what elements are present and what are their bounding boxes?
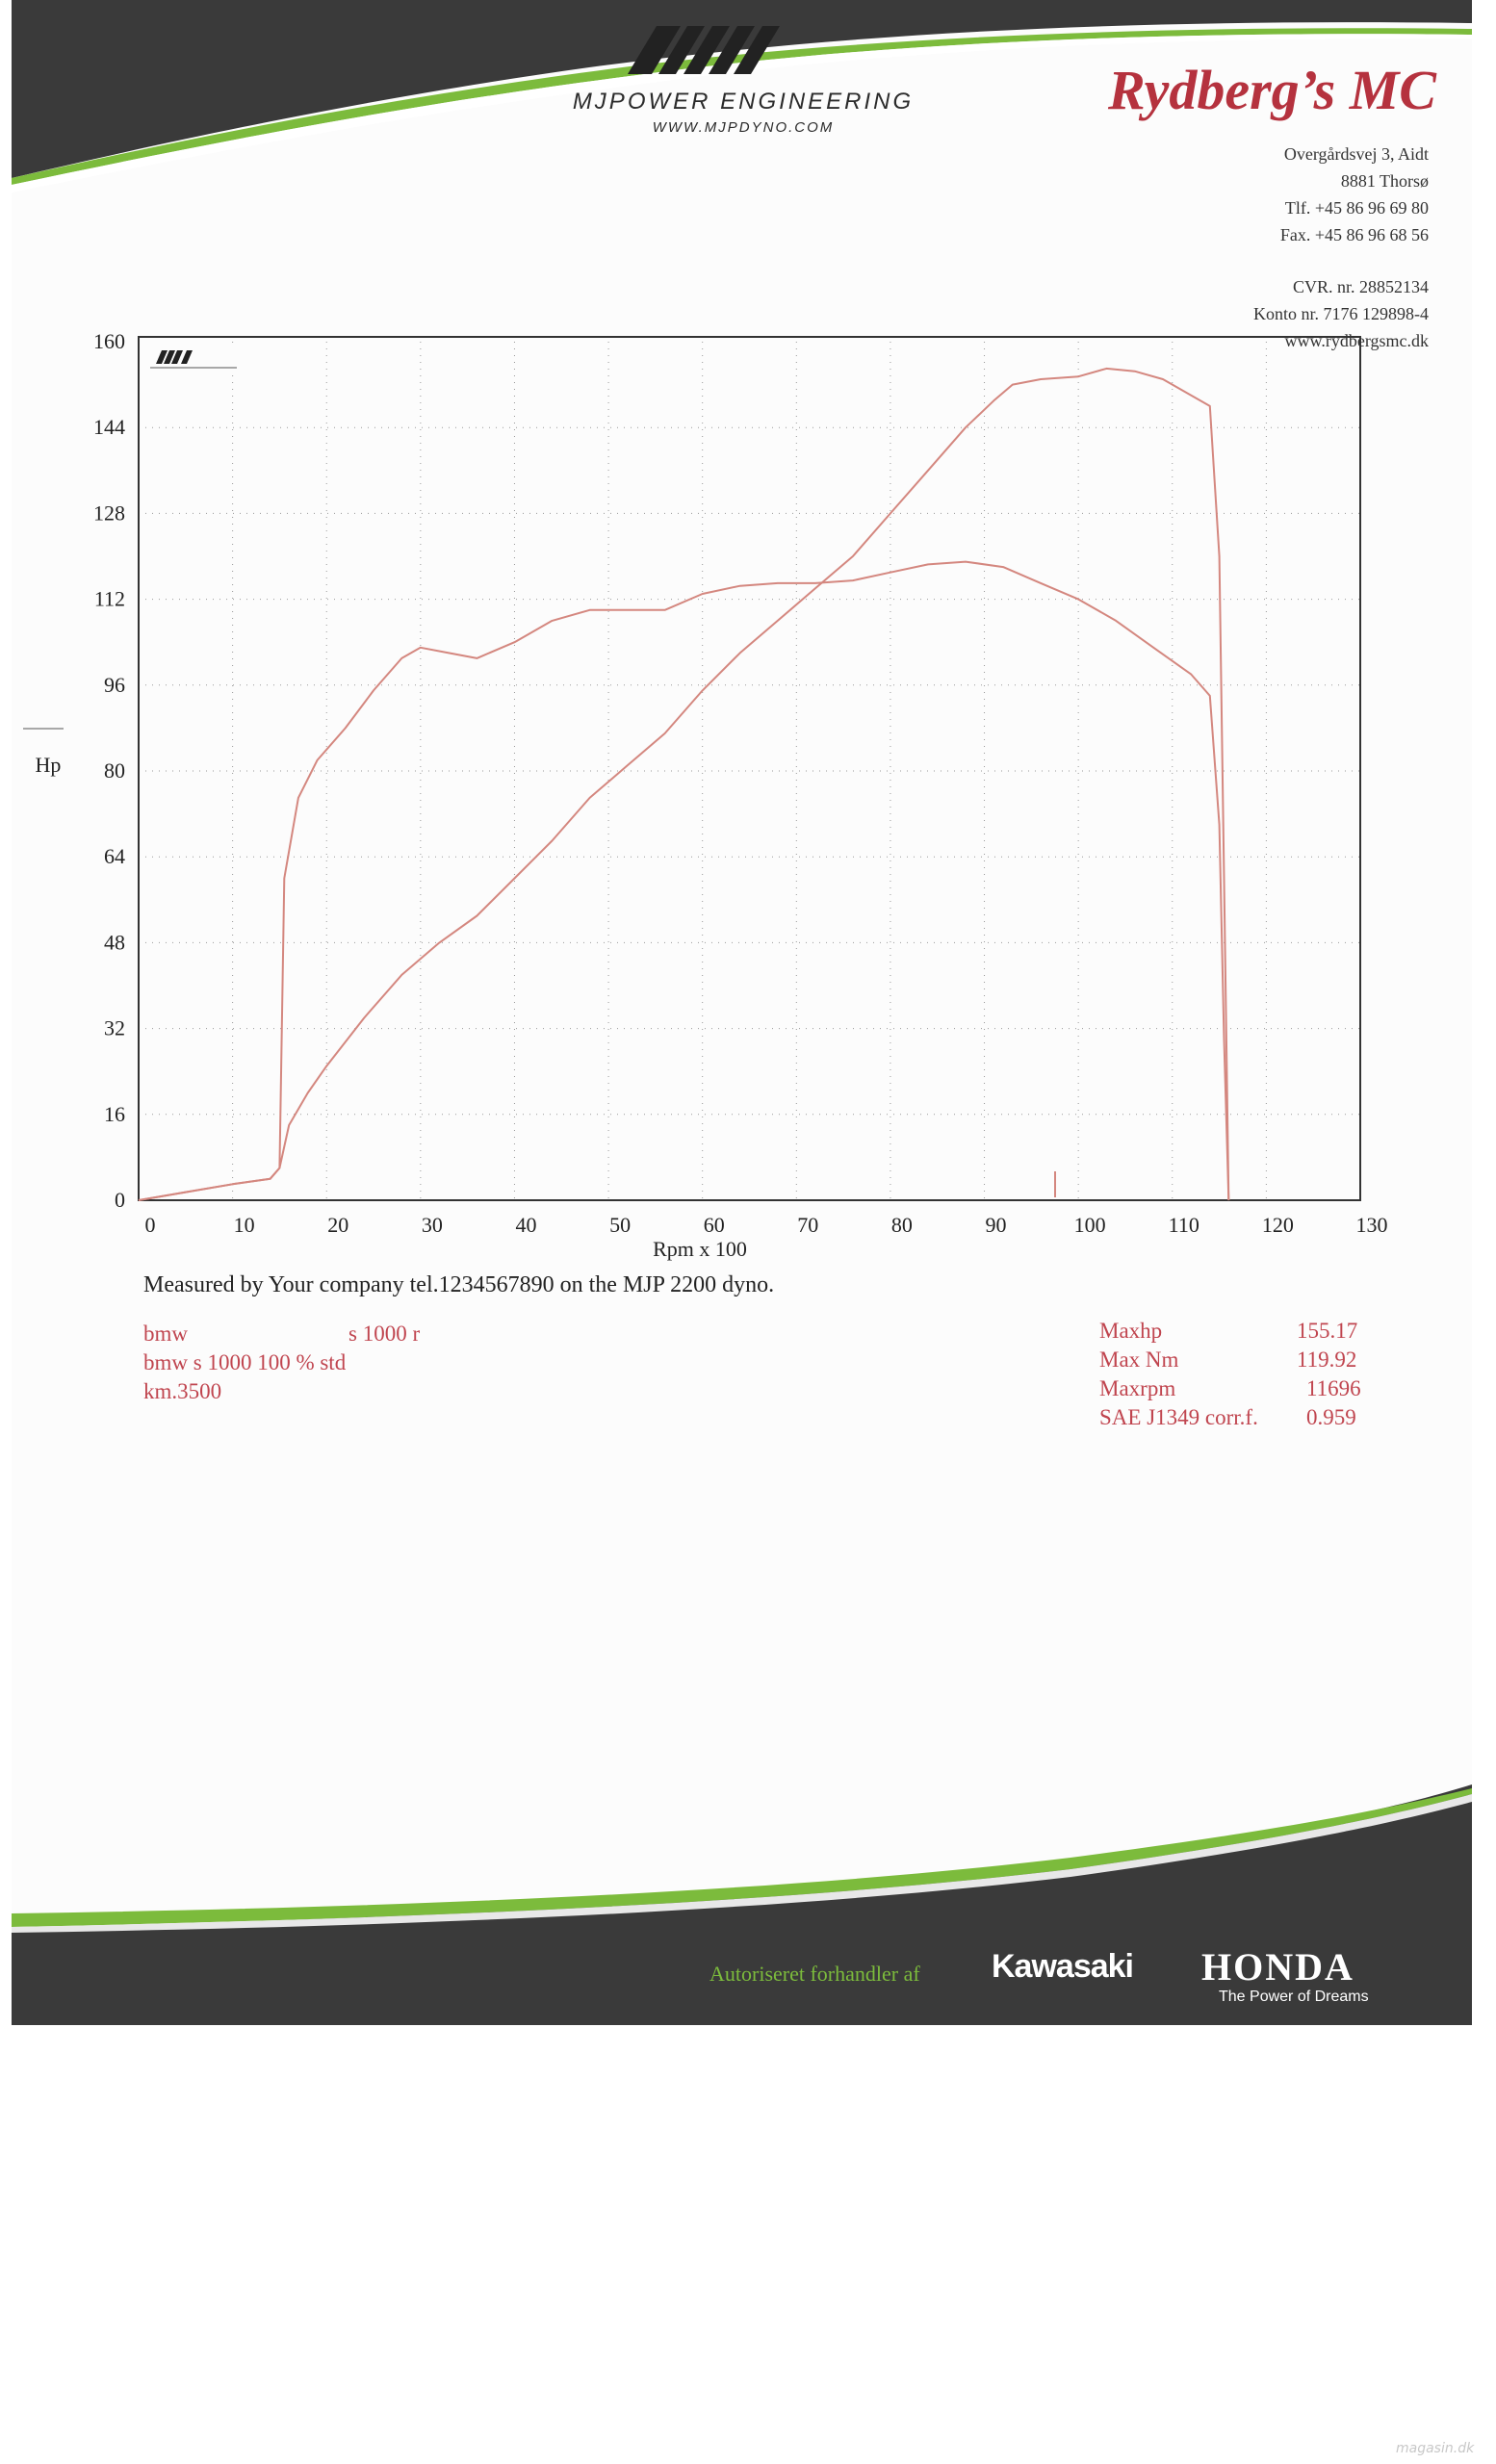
- brand-name: MJPOWER ENGINEERING: [572, 89, 915, 115]
- result-label: Max Nm: [1099, 1348, 1179, 1372]
- result-label: Maxrpm: [1099, 1376, 1176, 1400]
- x-tick-label: 20: [327, 1213, 348, 1237]
- address-line: 8881 Thorsø: [1340, 171, 1429, 191]
- x-tick-label: 40: [515, 1213, 536, 1237]
- measured-by-text: Measured by Your company tel.1234567890 …: [143, 1272, 775, 1297]
- y-tick-label: 160: [93, 329, 125, 353]
- x-tick-label: 120: [1262, 1213, 1294, 1237]
- run-name: bmw: [143, 1322, 188, 1346]
- account-line: Konto nr. 7176 129898-4: [1253, 304, 1429, 323]
- series-line-1: [138, 367, 1230, 1201]
- x-tick-label: 70: [797, 1213, 818, 1237]
- y-tick-label: 48: [104, 930, 125, 954]
- footer-band: [12, 1784, 1472, 2025]
- y-tick-label: 144: [93, 415, 125, 439]
- y-tick-label: 96: [104, 673, 125, 697]
- y-tick-label: 0: [115, 1188, 125, 1212]
- dyno-chart: 0 10 20 30 40 50 60 70 80 90 100 110 120 130 0 16 32 48 6…: [23, 329, 1388, 1261]
- x-tick-label: 10: [234, 1213, 255, 1237]
- y-axis-label: Hp: [36, 753, 62, 777]
- address-line: Overgårdsvej 3, Aidt: [1283, 144, 1429, 164]
- x-tick-label: 80: [891, 1213, 913, 1237]
- run-description: bmw s 1000 100 % std: [143, 1350, 347, 1374]
- result-label: Maxhp: [1099, 1319, 1163, 1343]
- dealer-text: Autoriseret forhandler af: [709, 1962, 920, 1986]
- x-axis-label: Rpm x 100: [653, 1237, 747, 1261]
- y-tick-label: 32: [104, 1016, 125, 1040]
- run-mileage: km.3500: [143, 1379, 222, 1403]
- plot-frame: [138, 336, 1361, 1201]
- chart-grid: [139, 342, 1360, 1200]
- x-tick-label: 110: [1169, 1213, 1199, 1237]
- x-tick-label: 0: [145, 1213, 156, 1237]
- mjpower-logo-icon: [628, 26, 780, 74]
- x-tick-label: 90: [986, 1213, 1007, 1237]
- honda-tagline: The Power of Dreams: [1219, 1989, 1369, 2005]
- honda-logo: HONDA: [1201, 1945, 1354, 1989]
- result-value: 119.92: [1297, 1348, 1357, 1372]
- fax-line: Fax. +45 86 96 68 56: [1279, 225, 1429, 244]
- x-tick-label: 30: [422, 1213, 443, 1237]
- run-model: s 1000 r: [348, 1322, 421, 1346]
- header-green-stripe: [12, 28, 1472, 186]
- x-tick-label: 50: [609, 1213, 631, 1237]
- watermark: magasin.dk: [1396, 2441, 1475, 2456]
- y-tick-label: 112: [94, 587, 125, 611]
- dyno-sheet: MJPOWER ENGINEERING WWW.MJPDYNO.COM Rydb…: [12, 0, 1472, 2025]
- x-tick-label: 130: [1356, 1213, 1388, 1237]
- phone-line: Tlf. +45 86 96 69 80: [1284, 198, 1429, 218]
- result-value: 11696: [1306, 1376, 1361, 1400]
- x-tick-label: 60: [704, 1213, 725, 1237]
- y-tick-label: 80: [104, 758, 125, 783]
- result-value: 0.959: [1306, 1405, 1356, 1429]
- cvr-line: CVR. nr. 28852134: [1292, 277, 1429, 296]
- mini-logo-icon: [146, 345, 243, 370]
- footer-green-stripe: [12, 1788, 1472, 1927]
- y-tick-label: 16: [104, 1102, 125, 1126]
- result-label: SAE J1349 corr.f.: [1099, 1405, 1258, 1429]
- kawasaki-logo: Kawasaki: [992, 1948, 1134, 1985]
- brand-url: WWW.MJPDYNO.COM: [652, 119, 835, 136]
- y-tick-label: 64: [104, 844, 125, 868]
- x-tick-label: 100: [1074, 1213, 1106, 1237]
- company-name: Rydberg’s MC: [1107, 59, 1436, 121]
- y-tick-label: 128: [93, 500, 125, 525]
- series-line-2: [138, 560, 1230, 1201]
- result-value: 155.17: [1297, 1319, 1358, 1343]
